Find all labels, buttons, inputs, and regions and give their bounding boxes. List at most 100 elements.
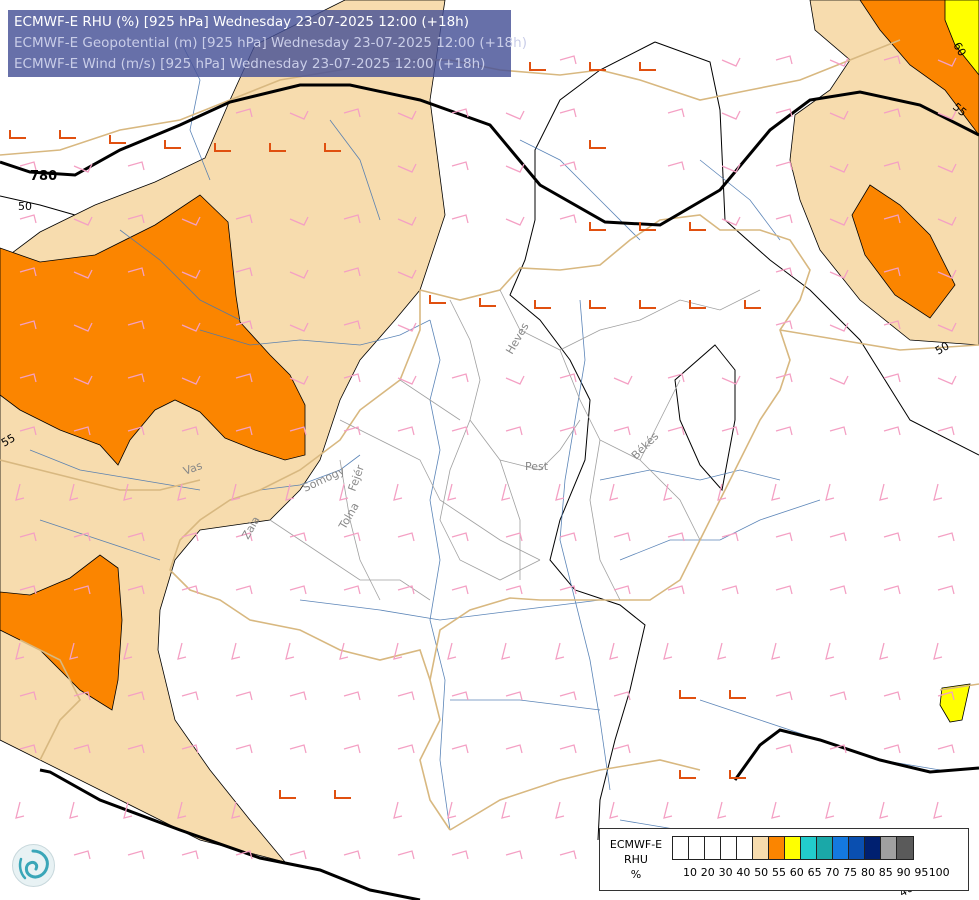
wind-barb (609, 483, 619, 501)
legend-tick-40: 40 (736, 866, 751, 879)
wind-barb (73, 375, 93, 385)
wind-barb (73, 532, 91, 542)
wind-barb (825, 801, 835, 819)
wind-barb (343, 373, 361, 383)
wind-barb (451, 691, 469, 701)
wind-barb (343, 108, 361, 118)
wind-barb (721, 216, 741, 226)
wind-barb-strong (679, 690, 696, 699)
wind-barb (343, 320, 361, 330)
wind-barb (451, 744, 469, 754)
wind-barb (393, 801, 403, 819)
wind-barb-strong (689, 300, 706, 309)
wind-barb (19, 585, 37, 595)
wind-barb (667, 532, 685, 542)
wind-barb (451, 585, 469, 595)
wind-barb (181, 585, 199, 595)
wind-barb-strong (589, 140, 606, 149)
legend-title-variable: RHU (624, 853, 648, 866)
wind-barb (343, 267, 361, 277)
wind-barb (73, 163, 93, 173)
wind-barb (289, 744, 307, 754)
wind-barb (15, 642, 25, 660)
wind-barb (775, 585, 793, 595)
wind-barb (829, 691, 847, 701)
wind-barb (177, 483, 187, 501)
wind-barb (397, 691, 415, 701)
wind-barb (343, 426, 361, 436)
wind-barb-strong (589, 62, 606, 71)
wind-barb (73, 585, 91, 595)
wind-barb-strong (729, 690, 746, 699)
wind-barb (721, 532, 739, 542)
legend-tick-60: 60 (789, 866, 804, 879)
wind-barb (123, 801, 133, 819)
wind-barb (829, 163, 849, 173)
wind-barb (775, 744, 793, 754)
wind-barb (775, 373, 793, 383)
wind-barb (393, 483, 403, 501)
legend-title-model: ECMWF-E (609, 838, 663, 851)
rhu-contour-center (654, 41, 979, 456)
rhu-60-fill-top-right (944, 0, 979, 76)
wind-barb (505, 110, 525, 120)
region-label-pest: Pest (525, 460, 549, 473)
wind-barb (559, 161, 577, 171)
wind-barb-strong (729, 770, 746, 779)
wind-barb (883, 320, 901, 330)
wind-barb (343, 214, 361, 224)
wind-barb (451, 214, 469, 224)
wind-barb (73, 691, 91, 701)
region-label-vas: Vas (182, 459, 205, 478)
wind-barb (937, 375, 957, 385)
wind-barbs (9, 55, 957, 860)
wind-barb (127, 691, 145, 701)
wind-barb (397, 850, 415, 860)
wind-barb (829, 269, 849, 279)
wind-barb (667, 108, 685, 118)
wind-barb (663, 642, 673, 660)
wind-barb (397, 322, 417, 332)
wind-barb (289, 269, 309, 279)
wind-barb-strong (109, 135, 126, 144)
wind-barb (829, 585, 847, 595)
wind-barb-strong (269, 143, 286, 152)
wind-barb (937, 110, 957, 120)
wind-barb-strong (639, 300, 656, 309)
wind-barb (883, 267, 901, 277)
wind-barb (559, 108, 577, 118)
wind-barb (613, 585, 631, 595)
wind-barb (667, 161, 685, 171)
wind-barb (775, 55, 793, 65)
ecmwf-swirl-icon (12, 844, 55, 887)
wind-barb (879, 642, 889, 660)
wind-barb (775, 426, 793, 436)
wind-barb (883, 108, 901, 118)
wind-barb (559, 691, 577, 701)
wind-barb (15, 801, 25, 819)
wind-barb (235, 691, 253, 701)
wind-barb (883, 691, 901, 701)
wind-barb (73, 269, 93, 279)
wind-barb (933, 483, 943, 501)
wind-barb (663, 801, 673, 819)
legend-tick-10: 10 (683, 866, 697, 879)
legend-tick-20: 20 (700, 866, 715, 879)
wind-barb (883, 426, 901, 436)
wind-barb (343, 691, 361, 701)
wind-barb (397, 744, 415, 754)
legend-swatch-5 (753, 837, 769, 859)
wind-barb (397, 163, 417, 173)
wind-barb (559, 214, 577, 224)
wind-barb-strong (164, 140, 181, 149)
wind-barb-strong (324, 143, 341, 152)
wind-barb (829, 375, 849, 385)
wind-barb (613, 691, 631, 701)
legend-swatch-14 (897, 837, 913, 859)
wind-barb (937, 269, 957, 279)
wind-barb (775, 161, 793, 171)
wind-barb-strong (589, 300, 606, 309)
wind-barb (775, 267, 793, 277)
wind-barb (559, 426, 577, 436)
legend-swatch-13 (881, 837, 897, 859)
